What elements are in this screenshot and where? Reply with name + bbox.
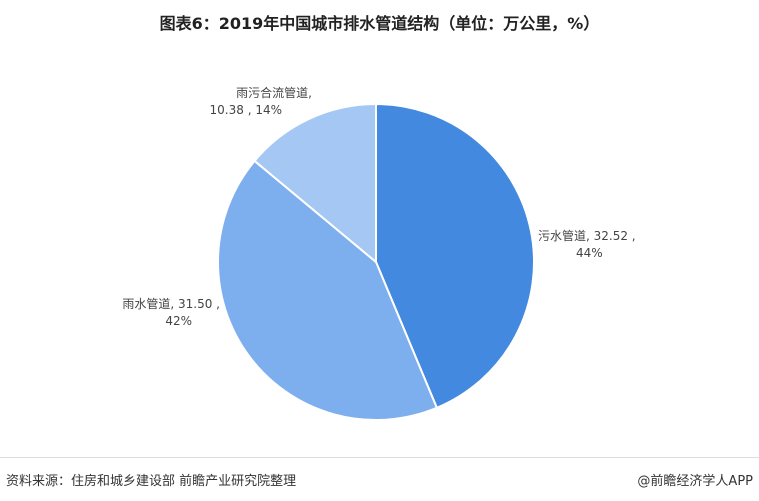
slice-label-1: 雨水管道, 31.50 , 42% (122, 296, 220, 328)
divider (0, 457, 759, 458)
pie-slice-1 (217, 159, 439, 421)
pie-slice-2 (253, 102, 377, 265)
pie-slice-0 (375, 102, 535, 410)
slice-label-0: 污水管道, 32.52 , 44% (538, 228, 636, 260)
source-note: 资料来源：住房和城乡建设部 前瞻产业研究院整理 (6, 474, 297, 489)
chart-title: 图表6：2019年中国城市排水管道结构（单位：万公里，%） (159, 14, 600, 33)
slice-label-2: 雨污合流管道, 10.38 , 14% (210, 85, 312, 117)
brand-label: @前瞻经济学人APP (637, 474, 753, 489)
